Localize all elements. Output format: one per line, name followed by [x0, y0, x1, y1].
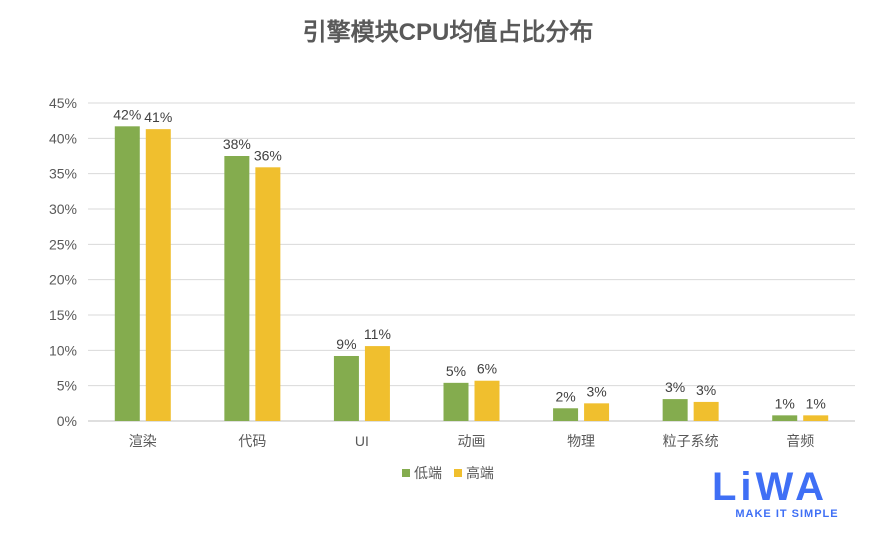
- y-tick-label: 10%: [49, 342, 77, 358]
- y-tick-label: 0%: [57, 413, 77, 429]
- data-label: 36%: [254, 147, 282, 163]
- data-label: 38%: [223, 136, 251, 152]
- x-tick-label: 音频: [786, 433, 814, 449]
- data-label: 3%: [586, 383, 606, 399]
- legend-item-high[interactable]: 高端: [453, 463, 494, 483]
- legend-swatch: [453, 469, 462, 477]
- x-tick-label: 代码: [238, 433, 266, 449]
- y-tick-label: 5%: [57, 378, 77, 394]
- bar-low: [224, 156, 250, 421]
- bar-high: [693, 401, 719, 421]
- legend-label: 低端: [414, 465, 443, 481]
- legend-label: 高端: [465, 465, 494, 481]
- legend-swatch: [402, 469, 411, 477]
- y-tick-label: 45%: [49, 95, 77, 111]
- data-label: 9%: [336, 336, 356, 352]
- bar-low: [553, 408, 579, 421]
- bar-high: [474, 380, 500, 421]
- y-tick-label: 25%: [49, 236, 77, 252]
- data-label: 3%: [665, 379, 685, 395]
- liwa-logo: LiWA MAKE IT SIMPLE: [712, 465, 862, 520]
- data-label: 5%: [446, 363, 466, 379]
- y-tick-label: 40%: [49, 130, 77, 146]
- data-label: 1%: [775, 395, 795, 411]
- x-tick-label: 动画: [458, 433, 486, 449]
- bar-low: [114, 126, 140, 421]
- bar-high: [255, 167, 281, 421]
- data-label: 1%: [806, 395, 826, 411]
- bar-high: [364, 346, 390, 421]
- bar-low: [333, 355, 359, 421]
- y-tick-label: 30%: [49, 201, 77, 217]
- bar-high: [803, 415, 829, 421]
- bar-low: [662, 399, 688, 421]
- x-tick-label: 渲染: [129, 433, 157, 449]
- logo-tagline: MAKE IT SIMPLE: [735, 508, 839, 520]
- logo-wordmark: LiWA: [712, 465, 828, 509]
- x-tick-label: UI: [355, 433, 369, 449]
- data-label: 3%: [696, 382, 716, 398]
- bar-low: [772, 415, 798, 421]
- chart-title: 引擎模块CPU均值占比分布: [302, 19, 594, 46]
- data-label: 42%: [113, 106, 141, 122]
- y-tick-label: 15%: [49, 307, 77, 323]
- data-label: 2%: [555, 388, 575, 404]
- x-tick-label: 粒子系统: [663, 433, 719, 449]
- data-label: 11%: [364, 326, 391, 342]
- y-tick-label: 35%: [49, 166, 77, 182]
- y-tick-label: 20%: [49, 272, 77, 288]
- data-label: 41%: [144, 109, 172, 125]
- legend-item-low[interactable]: 低端: [402, 463, 442, 483]
- data-label: 6%: [477, 361, 497, 377]
- bar-high: [145, 129, 171, 421]
- bar-low: [443, 382, 469, 421]
- bar-high: [584, 403, 610, 421]
- x-tick-label: 物理: [567, 433, 595, 449]
- legend: 低端 高端: [0, 463, 896, 483]
